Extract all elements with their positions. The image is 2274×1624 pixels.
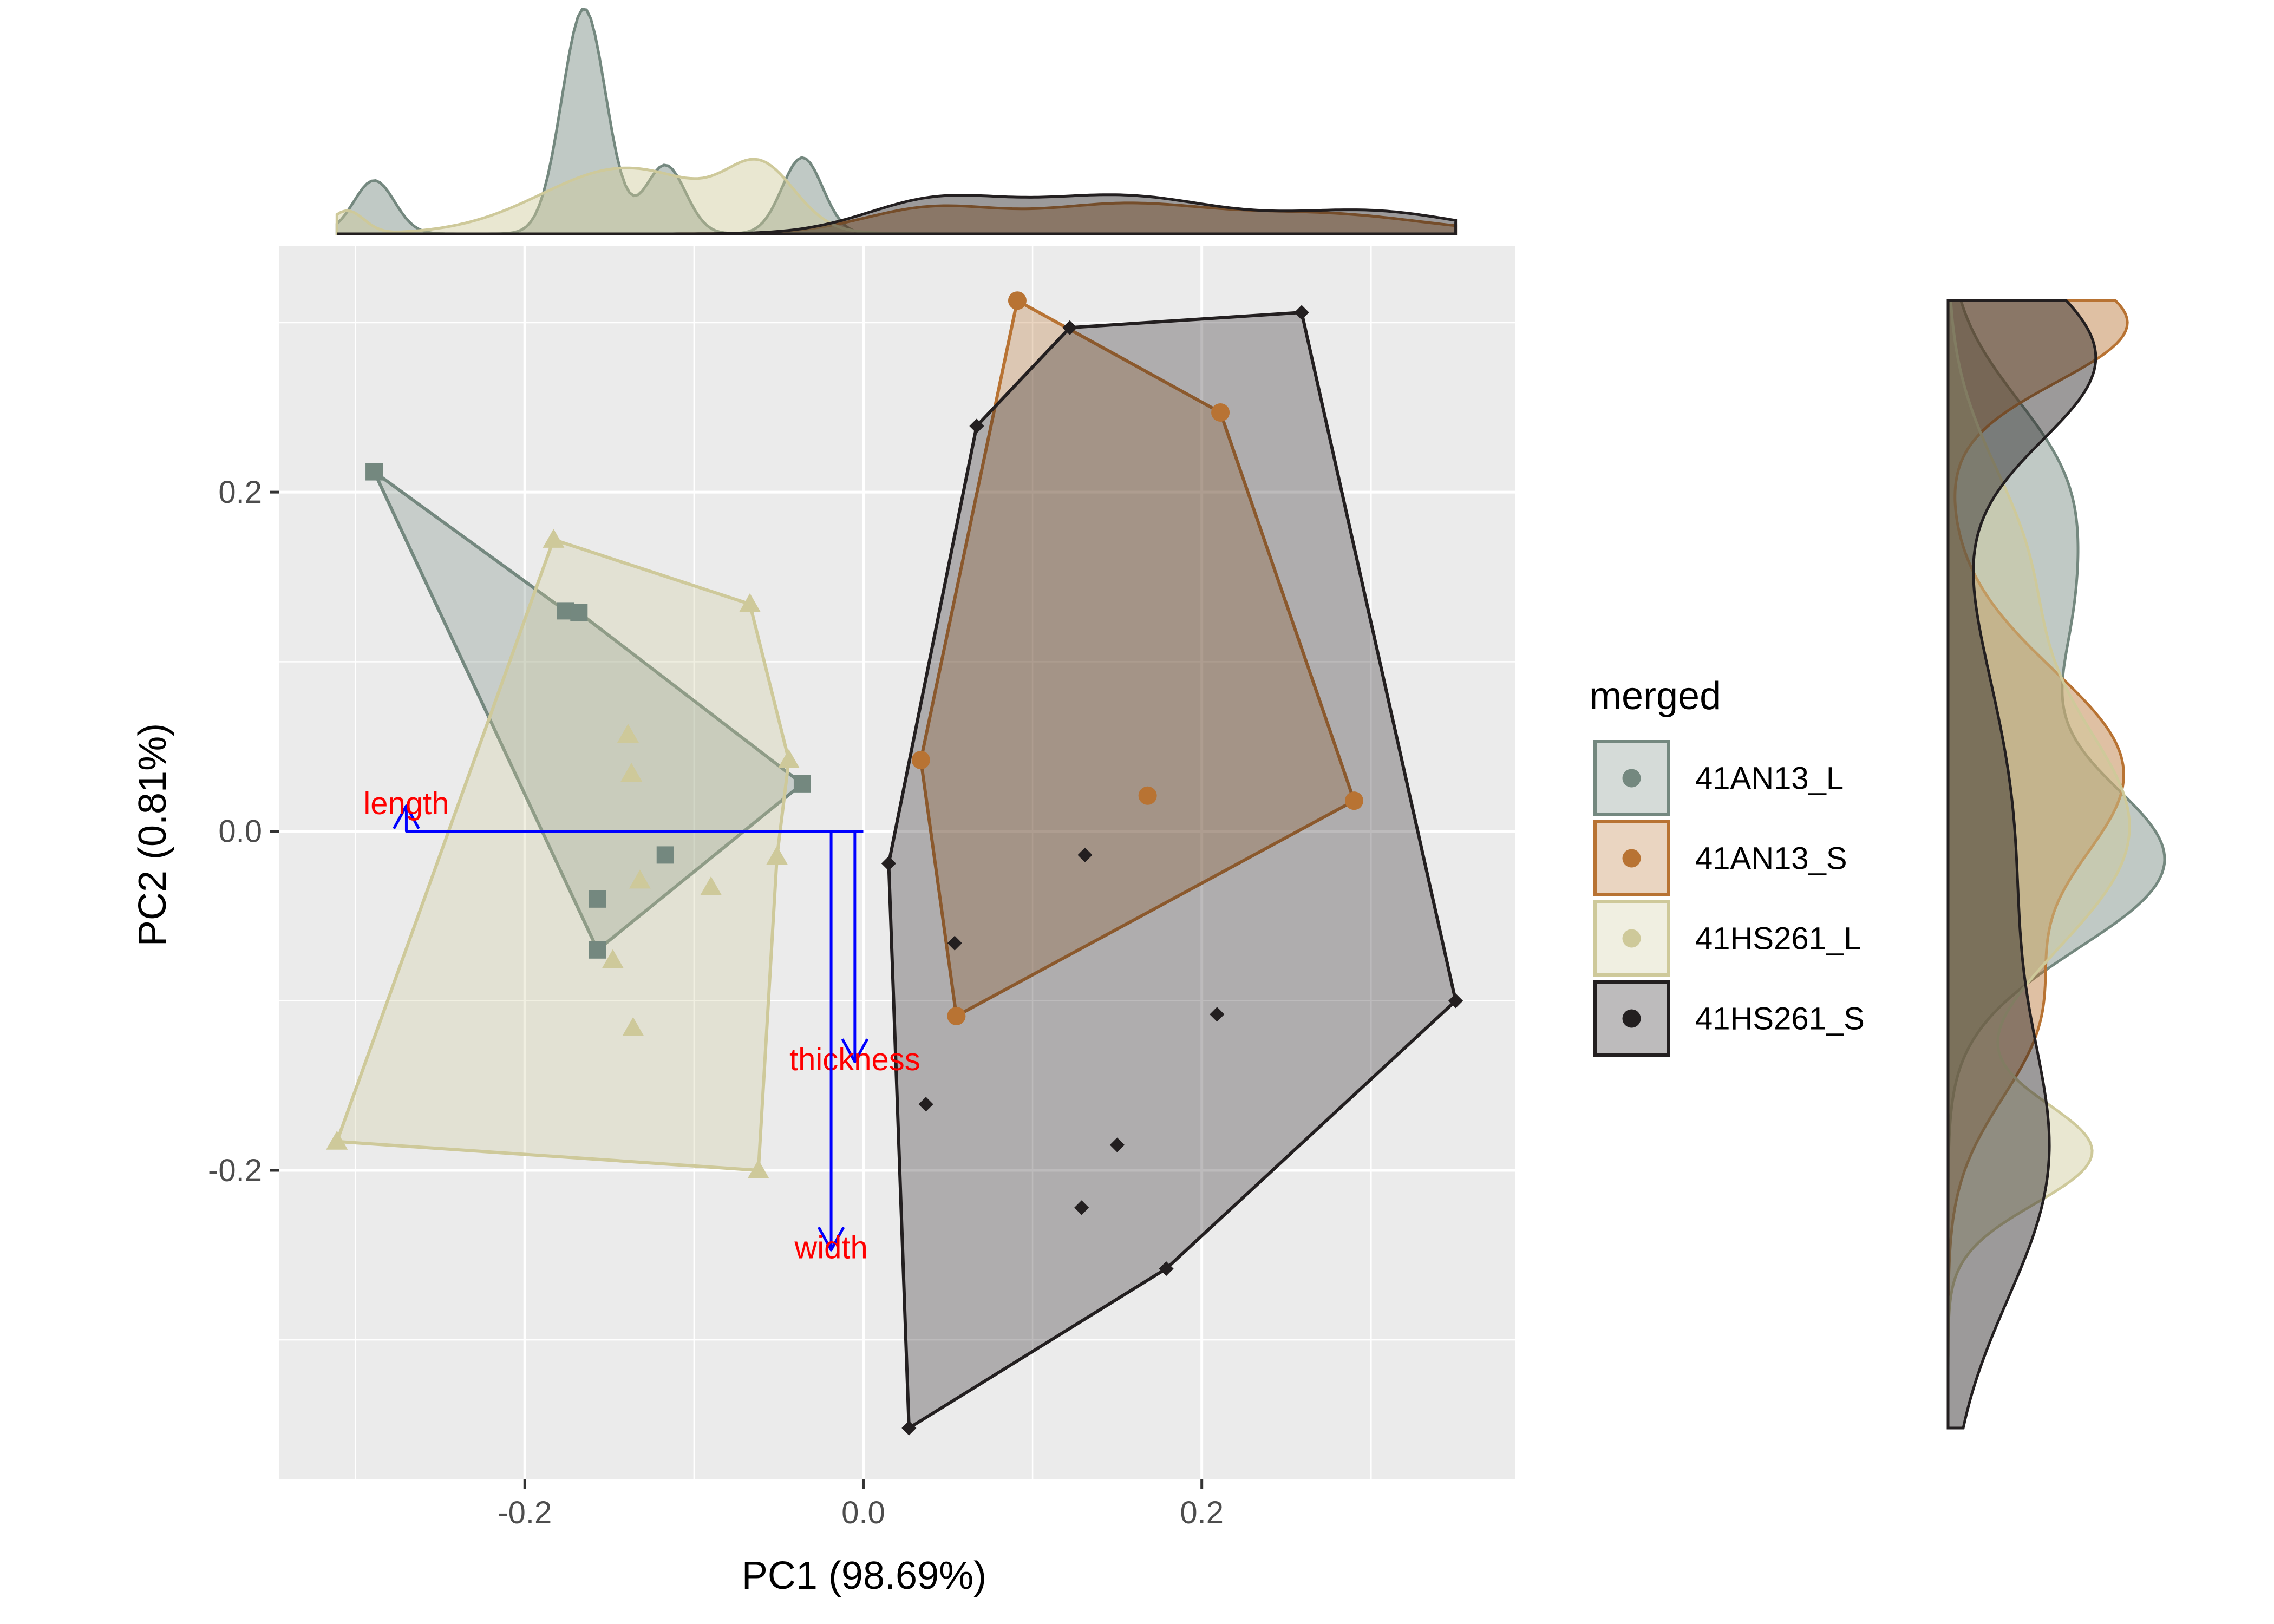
point-41hs261-s: [1077, 847, 1093, 863]
point-41hs261-l: [747, 1159, 769, 1178]
point-41hs261-l: [629, 869, 651, 889]
point-41hs261-l: [622, 1017, 644, 1036]
point-41hs261-l: [777, 749, 800, 769]
point-41hs261-l: [617, 724, 639, 743]
legend-marker-41hs261-s: [1622, 1009, 1641, 1028]
point-41an13-l: [656, 846, 674, 864]
data-points: [326, 291, 1463, 1436]
point-41hs261-s: [918, 1097, 933, 1112]
point-41an13-l: [793, 775, 811, 793]
point-41an13-l: [365, 463, 383, 481]
legend-marker-41an13-s: [1622, 849, 1641, 868]
point-41hs261-s: [1448, 993, 1463, 1009]
loading-vectors: length thickness width: [363, 786, 920, 1266]
point-41an13-s: [911, 751, 930, 770]
point-41hs261-s: [969, 418, 984, 434]
x-tick-label: -0.2: [498, 1495, 552, 1530]
grid-lines: [279, 246, 1515, 1479]
legend-label-41hs261-l: 41HS261_L: [1695, 921, 1861, 957]
point-41an13-s: [1138, 786, 1157, 805]
point-41hs261-l: [326, 1130, 348, 1150]
point-41hs261-s: [1159, 1261, 1174, 1276]
point-41hs261-s: [1109, 1137, 1125, 1152]
loading-label-width: width: [794, 1230, 867, 1266]
x-tick-label: 0.2: [1180, 1495, 1224, 1530]
loading-arrowhead-length: [393, 804, 420, 829]
point-41hs261-s: [1062, 320, 1077, 335]
top-marginal-density: [335, 8, 1458, 235]
loading-arrowhead-thickness: [841, 1038, 869, 1064]
right-marginal-density: [1946, 299, 2166, 1430]
point-41an13-l: [570, 604, 588, 621]
legend-marker-41an13-l: [1622, 769, 1641, 788]
y-tick-label: 0.0: [218, 814, 262, 849]
plot-panel: [279, 246, 1515, 1479]
top-density-41hs261-s: [337, 193, 1458, 235]
y-tick-label: 0.2: [218, 475, 262, 510]
point-41hs261-s: [901, 1420, 917, 1436]
x-tick-label: 0.0: [841, 1495, 885, 1530]
legend-label-41hs261-s: 41HS261_S: [1695, 1001, 1865, 1037]
point-41an13-s: [1211, 403, 1230, 422]
point-41hs261-s: [1074, 1200, 1089, 1215]
point-41hs261-l: [602, 949, 624, 968]
axes: -0.2 0.0 0.2 -0.2 0.0 0.2: [208, 475, 1224, 1530]
point-41an13-s: [1008, 291, 1027, 310]
right-density-41an13-s: [1946, 299, 2129, 1429]
legend: merged 41AN13_L 41AN13_S 41HS261_L 41HS261_…: [1589, 675, 1865, 1057]
legend-marker-41hs261-l: [1622, 929, 1641, 948]
y-tick-label: -0.2: [208, 1153, 262, 1188]
x-axis-title: PC1 (98.69%): [742, 1554, 986, 1597]
hull-41hs261-s: [887, 311, 1458, 1430]
point-41hs261-l: [620, 763, 643, 782]
legend-title: merged: [1589, 675, 1721, 718]
y-axis-title: PC2 (0.81%): [131, 723, 174, 946]
point-41hs261-l: [543, 528, 565, 548]
loading-label-thickness: thickness: [789, 1042, 920, 1077]
loading-label-length: length: [363, 786, 449, 821]
point-41an13-s: [947, 1006, 966, 1025]
point-41an13-l: [589, 890, 606, 908]
loading-arrow-width: [829, 830, 864, 1250]
point-41hs261-s: [947, 935, 962, 951]
right-density-41hs261-s: [1946, 299, 2097, 1430]
loading-arrow-length: [404, 806, 864, 833]
point-41an13-l: [589, 941, 606, 959]
point-41hs261-s: [881, 856, 896, 871]
point-41an13-s: [1345, 791, 1364, 810]
loading-arrowhead-width: [817, 1226, 845, 1252]
right-density-41hs261-l: [1946, 299, 2131, 1429]
point-41hs261-l: [739, 593, 761, 612]
convex-hulls: [335, 299, 1458, 1430]
point-41hs261-s: [1294, 305, 1309, 320]
legend-label-41an13-s: 41AN13_S: [1695, 841, 1847, 876]
point-41hs261-s: [1210, 1007, 1225, 1022]
point-41hs261-l: [766, 846, 788, 865]
point-41hs261-l: [700, 876, 722, 895]
hull-41an13-s: [919, 299, 1356, 1018]
legend-label-41an13-l: 41AN13_L: [1695, 761, 1844, 796]
